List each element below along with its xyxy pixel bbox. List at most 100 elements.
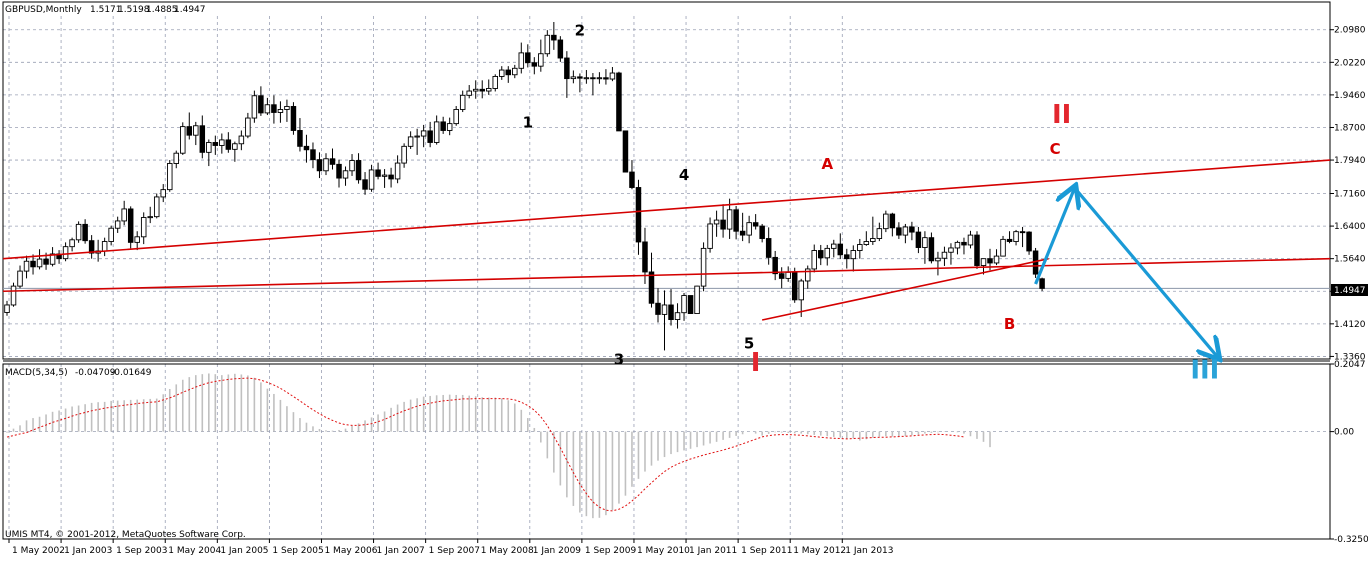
candle-bull (466, 90, 472, 96)
x-tick-label: 1 Sep 2007 (429, 546, 480, 556)
candle-bear (329, 158, 336, 165)
candle-bull (857, 244, 863, 251)
candle-bull (284, 106, 290, 110)
last-price-tag (1331, 284, 1368, 296)
candle-bull (785, 271, 791, 279)
chart-frame (2, 1, 1331, 540)
candle-bear (622, 130, 629, 173)
candle-bull (134, 236, 140, 243)
wave-label-2: 2 (575, 21, 585, 39)
x-tick-label: 1 Jan 2011 (689, 546, 737, 556)
candle-bull (264, 104, 271, 114)
macd-histogram (6, 373, 991, 519)
candle-bear (668, 304, 674, 321)
y-tick-label: -0.32509 (1334, 535, 1368, 545)
candle-bear (1019, 231, 1026, 234)
macd-signal-line (6, 377, 965, 512)
candle-bear (844, 254, 850, 260)
x-tick-label: 1 Jan 2009 (533, 546, 581, 556)
candle-bull (941, 251, 948, 259)
ohlc-high: 1.5198 (118, 5, 150, 15)
candle-bear (310, 149, 316, 161)
x-tick-label: 1 Sep 2003 (116, 546, 167, 556)
candle-bear (1006, 238, 1013, 242)
x-tick-label: 1 Jan 2003 (64, 546, 112, 556)
axes: 1 May 2002 1 Jan 2003 1 Sep 2003 1 May 2004… (8, 26, 1368, 556)
candle-bull (485, 88, 492, 92)
candle-bear (564, 57, 570, 80)
y-tick-label: 1.4120 (1334, 320, 1366, 330)
candle-bull (206, 142, 212, 153)
candle-bear (82, 223, 88, 242)
candle-bull (238, 135, 245, 145)
projection-up (1034, 188, 1075, 285)
x-tick-label: 1 May 2010 (637, 546, 690, 556)
candle-bull (414, 135, 420, 138)
candle-bull (62, 246, 69, 260)
x-tick-label: 1 Sep 2011 (741, 546, 792, 556)
candle-bull (232, 143, 238, 150)
y-tick-label: 1.6400 (1334, 222, 1366, 232)
candle-bear (791, 271, 798, 301)
candle-bear (961, 241, 967, 246)
signal-line (6, 377, 965, 512)
candle-bear (889, 213, 896, 229)
candle-bear (655, 302, 661, 315)
candle-bull (180, 126, 186, 154)
candle-bull (251, 95, 258, 119)
candle-bear (43, 258, 49, 265)
candle-bull (75, 223, 82, 241)
projection-down (1073, 186, 1218, 357)
candle-bull (700, 247, 707, 287)
candle-bull (453, 109, 459, 125)
candle-bull (681, 295, 687, 314)
candle-bear (440, 121, 446, 131)
candle-bear (199, 125, 206, 153)
candle-bull (570, 76, 577, 80)
candle-bull (694, 285, 700, 315)
x-tick-label: 1 Sep 2005 (272, 546, 323, 556)
candle-bear (629, 171, 635, 188)
channel-upper (2, 159, 1331, 260)
candle-bear (316, 159, 323, 172)
wave-label-C: C (1050, 140, 1061, 158)
candle-bull (36, 258, 43, 268)
candle-bull (811, 250, 817, 270)
candle-bear (739, 230, 746, 236)
candle-bull (121, 208, 127, 222)
wave-label-III: III (1190, 355, 1219, 385)
candle-bear (225, 139, 232, 150)
candle-bear (590, 77, 596, 80)
candle-bear (1039, 278, 1045, 289)
candle-bull (980, 258, 987, 266)
candle-bull (746, 222, 752, 236)
candle-bear (915, 231, 922, 248)
trend-lines[interactable] (2, 159, 1331, 321)
candle-bull (707, 223, 713, 249)
candle-bull (49, 253, 56, 265)
candle-bear (765, 238, 772, 258)
wave-label-I: I (751, 348, 761, 378)
candle-bull (798, 280, 804, 301)
candle-bear (375, 169, 381, 177)
candle-bear (577, 76, 583, 79)
candle-bull (713, 219, 720, 225)
candle-bear (635, 187, 642, 243)
chart-symbol: GBPUSD,Monthly (5, 5, 82, 15)
candle-bull (1000, 238, 1006, 257)
candle-bear (987, 258, 993, 264)
macd-signal-value: -0.01649 (111, 368, 152, 378)
channel-lower-right (761, 257, 1049, 321)
candle-bull (342, 170, 349, 179)
wave-label-A: A (821, 155, 833, 173)
channel-lower-left (2, 257, 1331, 293)
price-pane-frame (2, 1, 1331, 360)
candle-bull (245, 117, 251, 137)
candle-bull (23, 260, 30, 272)
candle-bull (863, 241, 870, 245)
candle-bear (687, 295, 694, 315)
projection-arrows[interactable] (1034, 186, 1218, 357)
candle-bull (831, 243, 837, 249)
